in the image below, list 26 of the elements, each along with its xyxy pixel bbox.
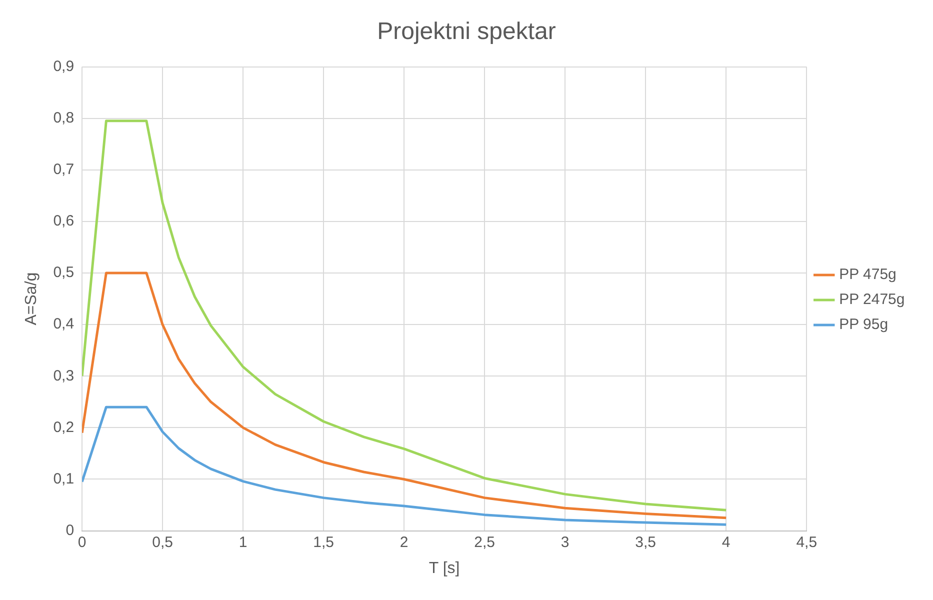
legend-label: PP 95g [839,316,888,334]
x-tick-label: 4 [722,534,730,551]
y-tick-label: 0,5 [53,264,74,282]
y-tick-label: 0,8 [53,109,74,126]
y-tick-label: 0 [66,522,74,539]
y-tick-label: 0,7 [53,161,74,178]
legend-label: PP 475g [839,266,896,284]
y-tick-label: 0,1 [53,470,74,488]
y-tick-label: 0,6 [53,212,74,230]
y-tick-label: 0,3 [53,367,74,384]
x-tick-label: 4,5 [796,534,818,551]
x-tick-label: 2 [400,534,408,551]
x-tick-label: 1 [238,534,248,551]
y-tick-label: 0,4 [53,316,74,333]
legend-label: PP 2475g [839,291,905,308]
x-tick-label: 3,5 [635,534,656,551]
x-tick-label: 3 [560,534,570,551]
x-tick-label: 0 [78,534,86,551]
y-axis-title: A=Sa/g [23,272,40,326]
x-axis-title: T [s] [428,560,460,577]
x-tick-label: 1,5 [313,534,334,551]
x-tick-label: 2,5 [474,534,496,551]
y-tick-label: 0,9 [53,58,74,75]
y-tick-label: 0,2 [53,418,74,436]
chart-title: Projektni spektar [377,18,556,46]
x-tick-label: 0,5 [152,534,173,551]
